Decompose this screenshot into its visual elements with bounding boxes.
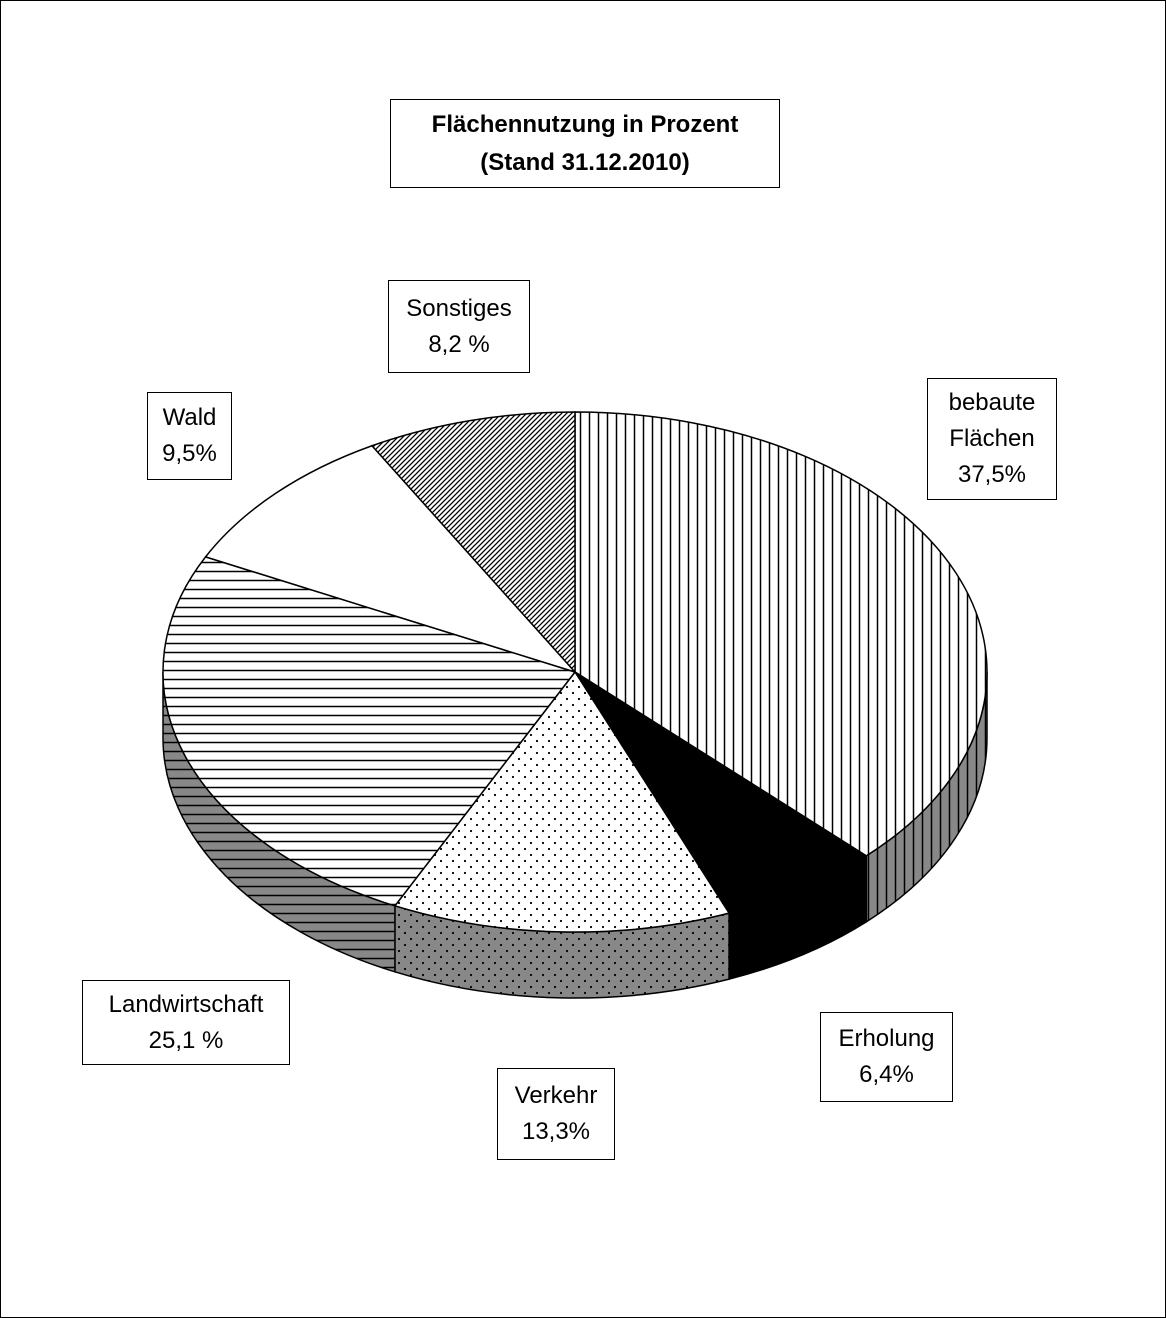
slice-label: Wald 9,5%: [147, 392, 232, 480]
chart-subtitle: (Stand 31.12.2010): [480, 148, 690, 176]
title-box: Flächennutzung in Prozent (Stand 31.12.2…: [390, 99, 780, 188]
value-label: 37,5%: [957, 461, 1027, 488]
category-label: Wald: [162, 404, 217, 431]
slice-label: Sonstiges 8,2 %: [388, 280, 530, 373]
value-label: 13,3%: [521, 1118, 591, 1145]
value-label: 6,4%: [859, 1061, 914, 1088]
slice-label: Erholung 6,4%: [820, 1012, 953, 1102]
value-label: 8,2 %: [428, 330, 490, 358]
slice: [393, 670, 731, 933]
category-label: Sonstiges: [406, 294, 512, 322]
value-label: 25,1 %: [148, 1026, 224, 1054]
slice: [574, 411, 988, 857]
slice: [204, 444, 578, 674]
slice: [370, 411, 576, 674]
value-label: 9,5%: [162, 440, 217, 467]
slice-label: Verkehr 13,3%: [497, 1068, 615, 1160]
chart-title: Flächennutzung in Prozent: [431, 110, 739, 138]
slice-label: bebaute Flächen 37,5%: [927, 378, 1057, 500]
category-label: bebaute Flächen: [948, 389, 1036, 452]
category-label: Verkehr: [514, 1082, 598, 1109]
slice: [574, 671, 868, 914]
slice: [162, 556, 577, 907]
category-label: Landwirtschaft: [108, 990, 264, 1018]
slice-label: Landwirtschaft 25,1 %: [82, 980, 290, 1065]
category-label: Erholung: [838, 1025, 935, 1052]
